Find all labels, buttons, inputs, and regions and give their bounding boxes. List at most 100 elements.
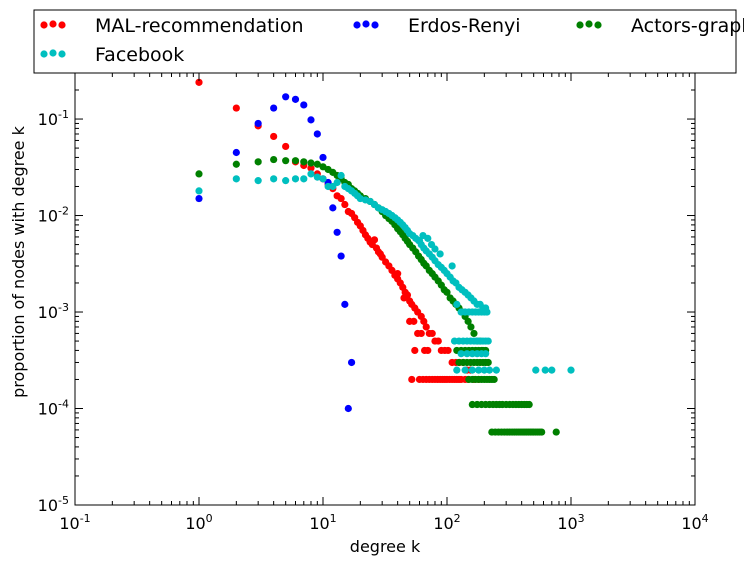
data-point <box>468 366 476 374</box>
data-point <box>482 350 490 358</box>
legend-label: MAL-recommendation <box>95 15 304 37</box>
legend-item: MAL-recommendation <box>40 15 304 37</box>
data-point <box>282 142 290 151</box>
plot-area <box>75 73 695 505</box>
x-tick-label: 10-1 <box>59 512 90 533</box>
series-erdos-renyi <box>195 93 356 413</box>
data-point <box>548 366 556 374</box>
data-point <box>525 400 533 409</box>
axis-ticks: 10-1 100 101 102 103 104 10-5 10-4 10-3 10-2 10-1 <box>38 73 709 533</box>
data-point <box>341 300 349 308</box>
data-point <box>254 177 262 185</box>
data-point <box>370 236 379 244</box>
data-point <box>300 101 308 109</box>
data-point <box>490 375 498 384</box>
data-point <box>492 366 500 374</box>
data-point <box>424 234 432 242</box>
series-mal-recommendation <box>195 78 483 384</box>
x-tick-label: 101 <box>309 512 336 533</box>
legend-marker <box>585 20 593 28</box>
data-point <box>485 366 494 374</box>
data-point <box>300 175 308 183</box>
data-point <box>453 300 461 308</box>
data-point <box>410 317 418 325</box>
legend-item: Actors-graph <box>576 15 744 37</box>
legend-marker <box>49 20 57 28</box>
data-point <box>457 350 465 358</box>
data-point <box>254 119 262 128</box>
y-tick-label: 10-3 <box>38 301 69 322</box>
data-point <box>394 270 402 278</box>
data-point <box>436 250 444 258</box>
data-point <box>431 245 439 253</box>
data-point <box>337 194 345 203</box>
data-point <box>307 159 315 167</box>
data-point <box>411 346 419 355</box>
data-point <box>195 187 203 195</box>
data-point <box>232 160 240 168</box>
data-point <box>484 337 492 345</box>
legend-item: Facebook <box>40 44 184 66</box>
legend-marker <box>40 21 48 29</box>
data-point <box>400 294 408 302</box>
data-point <box>444 346 452 355</box>
data-point <box>307 116 315 124</box>
legend-marker <box>353 21 361 29</box>
data-point <box>333 178 341 187</box>
data-point <box>270 132 278 141</box>
data-point <box>329 204 337 212</box>
legend-label: Erdos-Renyi <box>408 15 521 37</box>
legend-marker <box>362 20 370 28</box>
legend-box <box>33 9 737 74</box>
data-point <box>480 366 488 374</box>
data-point <box>422 323 430 331</box>
legend-item: Erdos-Renyi <box>353 15 521 37</box>
legend-marker <box>371 21 379 29</box>
data-point <box>341 200 349 209</box>
data-point <box>232 175 240 183</box>
data-point <box>420 317 428 325</box>
data-point <box>475 366 483 374</box>
data-point <box>448 262 456 270</box>
x-tick-label: 103 <box>557 512 584 533</box>
data-point <box>408 375 416 384</box>
data-point <box>538 428 546 436</box>
y-tick-label: 10-2 <box>38 205 69 226</box>
data-point <box>461 366 469 374</box>
legend-marker <box>49 49 57 57</box>
data-point <box>464 317 472 325</box>
data-points <box>195 78 575 436</box>
data-point <box>333 228 341 236</box>
data-point <box>424 346 432 355</box>
x-tick-label: 102 <box>433 512 460 533</box>
legend: MAL-recommendation Erdos-Renyi Actors-grap… <box>33 9 744 74</box>
data-point <box>470 329 478 338</box>
data-point <box>484 358 492 367</box>
data-point <box>300 158 308 166</box>
y-tick-label: 10-1 <box>38 108 69 129</box>
data-point <box>291 95 300 103</box>
y-tick-label: 10-4 <box>38 398 69 419</box>
data-point <box>195 170 203 178</box>
data-point <box>313 173 321 181</box>
series-facebook <box>195 170 575 374</box>
data-point <box>282 93 290 101</box>
data-point <box>291 175 300 183</box>
x-tick-label: 100 <box>185 512 212 533</box>
x-tick-label: 104 <box>681 512 708 533</box>
data-point <box>313 160 321 168</box>
data-point <box>347 358 356 367</box>
legend-marker <box>576 21 584 29</box>
data-point <box>434 337 442 345</box>
data-point <box>415 236 424 245</box>
data-point <box>552 428 560 436</box>
data-point <box>270 155 278 164</box>
data-point <box>443 288 451 296</box>
data-point <box>195 78 203 86</box>
legend-marker <box>58 21 66 29</box>
data-point <box>453 366 461 374</box>
data-point <box>541 366 549 374</box>
data-point <box>282 177 290 185</box>
data-point <box>270 104 278 112</box>
